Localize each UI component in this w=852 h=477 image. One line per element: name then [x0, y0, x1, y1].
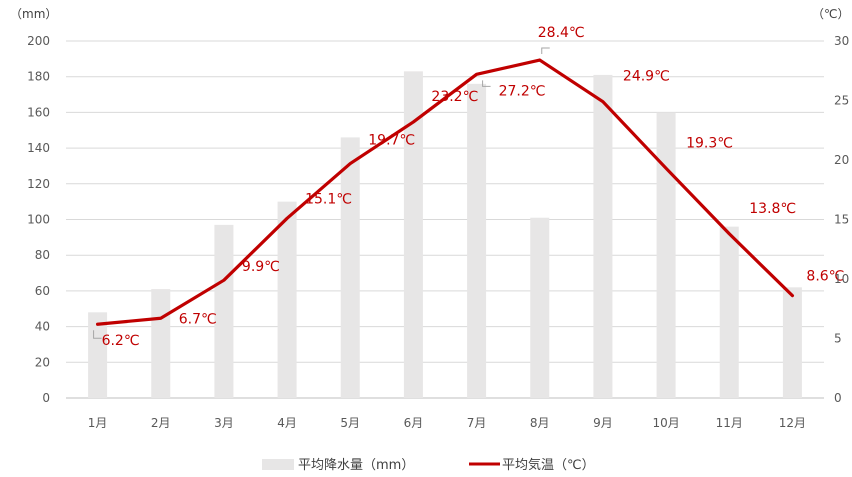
bar — [530, 217, 550, 398]
temperature-point — [475, 73, 478, 76]
temperature-data-label: 19.3℃ — [686, 135, 733, 151]
x-tick-label: 3月 — [214, 416, 234, 430]
x-tick-label: 2月 — [151, 416, 171, 430]
y-right-tick-label: 15 — [834, 213, 849, 227]
x-tick-label: 9月 — [593, 416, 613, 430]
temperature-data-label: 8.6℃ — [806, 269, 844, 285]
precipitation-bars — [88, 71, 802, 399]
temperature-point — [538, 58, 541, 62]
bar — [593, 74, 613, 398]
temperature-data-label: 9.9℃ — [242, 259, 280, 275]
legend: 平均降水量（mm） 平均気温（℃） — [262, 457, 595, 473]
y-left-tick-label: 120 — [27, 177, 50, 191]
temperature-point — [96, 323, 99, 326]
temperature-data-label: 13.8℃ — [749, 201, 796, 217]
temperature-point — [664, 167, 668, 170]
y-right-tick-label: 5 — [834, 332, 842, 346]
y-left-tick-label: 20 — [35, 355, 50, 369]
legend-label-precipitation: 平均降水量（mm） — [298, 458, 414, 473]
y-axis-left-unit: （mm） — [10, 7, 57, 21]
bar — [467, 83, 487, 398]
x-tick-label: 7月 — [467, 416, 487, 430]
x-tick-label: 1月 — [88, 416, 108, 430]
x-axis: 1月 2月 3月 4月 5月 6月 7月 8月 9月 10月 11月 12月 — [88, 416, 806, 430]
temperature-data-label: 23.2℃ — [431, 89, 478, 105]
bar — [88, 312, 108, 398]
leader-line — [482, 80, 491, 87]
x-tick-label: 8月 — [530, 416, 550, 430]
temperature-point — [601, 100, 605, 103]
x-tick-label: 5月 — [340, 416, 360, 430]
temperature-data-label: 28.4℃ — [538, 25, 585, 41]
y-left-tick-label: 160 — [27, 105, 50, 119]
y-left-tick-label: 180 — [27, 70, 50, 84]
leader-line — [541, 47, 550, 55]
legend-swatch-precipitation — [262, 459, 294, 470]
bar — [277, 201, 297, 398]
bar — [782, 287, 802, 398]
leader-line — [93, 330, 102, 339]
x-tick-label: 6月 — [404, 416, 424, 430]
x-tick-label: 11月 — [716, 416, 743, 430]
bar — [719, 226, 739, 398]
temperature-data-label: 19.7℃ — [368, 133, 415, 149]
y-right-tick-label: 10 — [834, 272, 849, 286]
bar — [656, 112, 676, 399]
temperature-point — [285, 217, 289, 220]
temperature-data-label: 15.1℃ — [305, 191, 352, 207]
bar — [151, 289, 171, 398]
temperature-point — [349, 162, 352, 165]
y-left-tick-label: 80 — [35, 248, 50, 262]
temperature-point — [728, 232, 731, 235]
bar — [403, 71, 423, 398]
temperature-point — [222, 278, 226, 282]
y-left-tick-label: 140 — [27, 141, 50, 155]
temperature-data-label: 6.2℃ — [102, 333, 140, 349]
y-left-tick-label: 0 — [42, 391, 50, 405]
temperature-line — [95, 58, 795, 326]
y-left-tick-label: 40 — [35, 320, 50, 334]
y-axis-right-unit: （℃） — [812, 7, 849, 21]
x-tick-label: 12月 — [779, 416, 806, 430]
y-axis-right: （℃） 0 5 10 15 20 25 30 — [812, 7, 849, 405]
temperature-data-label: 24.9℃ — [623, 69, 670, 85]
temperature-line-layer — [95, 58, 795, 326]
x-tick-label: 4月 — [277, 416, 297, 430]
y-right-tick-label: 30 — [834, 34, 849, 48]
temperature-data-label: 6.7℃ — [179, 311, 217, 327]
y-left-tick-label: 60 — [35, 284, 50, 298]
y-right-tick-label: 20 — [834, 153, 849, 167]
temperature-point — [791, 294, 794, 297]
bar — [340, 137, 360, 398]
y-right-tick-label: 0 — [834, 391, 842, 405]
y-left-tick-label: 200 — [27, 34, 50, 48]
bar — [214, 224, 234, 398]
temperature-data-label: 27.2℃ — [499, 83, 546, 99]
x-tick-label: 10月 — [652, 416, 679, 430]
legend-label-temperature: 平均気温（℃） — [502, 457, 595, 473]
temperature-point — [412, 120, 415, 124]
y-right-tick-label: 25 — [834, 94, 849, 108]
y-axis-left: （mm） 0 20 40 60 80 100 120 140 160 180 200 — [10, 7, 57, 405]
temperature-data-labels: 6.2℃ 6.7℃ 9.9℃ 15.1℃ 19.7℃ 23.2℃ 27.2℃ 28.4℃ 24.… — [102, 25, 845, 349]
label-leader-lines — [93, 47, 550, 339]
temperature-point — [159, 317, 162, 320]
y-left-tick-label: 100 — [27, 213, 50, 227]
gridlines — [66, 40, 824, 399]
